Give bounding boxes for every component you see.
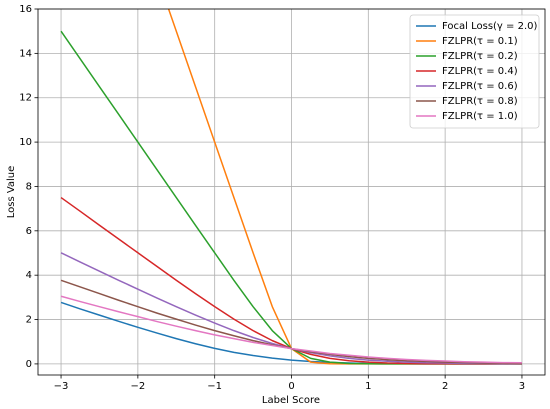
legend-box <box>409 14 540 129</box>
legend-label: FZLPR(τ = 1.0) <box>442 111 518 122</box>
x-tick-label: −2 <box>130 381 145 392</box>
legend-label: FZLPR(τ = 0.6) <box>442 81 518 92</box>
y-tick-label: 10 <box>19 137 32 148</box>
x-tick-label: 3 <box>519 381 525 392</box>
y-tick-label: 6 <box>26 226 32 237</box>
legend-label: FZLPR(τ = 0.4) <box>442 66 518 77</box>
y-tick-label: 0 <box>26 359 32 370</box>
y-tick-label: 14 <box>19 48 32 59</box>
series-line <box>60 295 522 364</box>
x-tick-label: 1 <box>365 381 371 392</box>
y-tick-label: 4 <box>26 270 32 281</box>
legend-label: FZLPR(τ = 0.1) <box>442 36 518 47</box>
x-tick-label: −3 <box>54 381 69 392</box>
x-axis-label: Label Score <box>262 395 320 406</box>
x-tick-label: 2 <box>442 381 448 392</box>
x-tick-label: 0 <box>288 381 294 392</box>
y-tick-label: 2 <box>26 315 32 326</box>
y-tick-label: 8 <box>26 181 32 192</box>
y-tick-label: 12 <box>19 93 32 104</box>
plot-frame <box>37 8 546 376</box>
legend-label: FZLPR(τ = 0.8) <box>442 96 518 107</box>
y-tick-label: 16 <box>19 4 32 15</box>
legend-label: FZLPR(τ = 0.2) <box>442 51 518 62</box>
x-tick-label: −1 <box>207 381 222 392</box>
plot-lines <box>60 9 522 365</box>
legend-label: Focal Loss(γ = 2.0) <box>442 21 537 32</box>
y-axis-label: Loss Value <box>6 166 17 219</box>
